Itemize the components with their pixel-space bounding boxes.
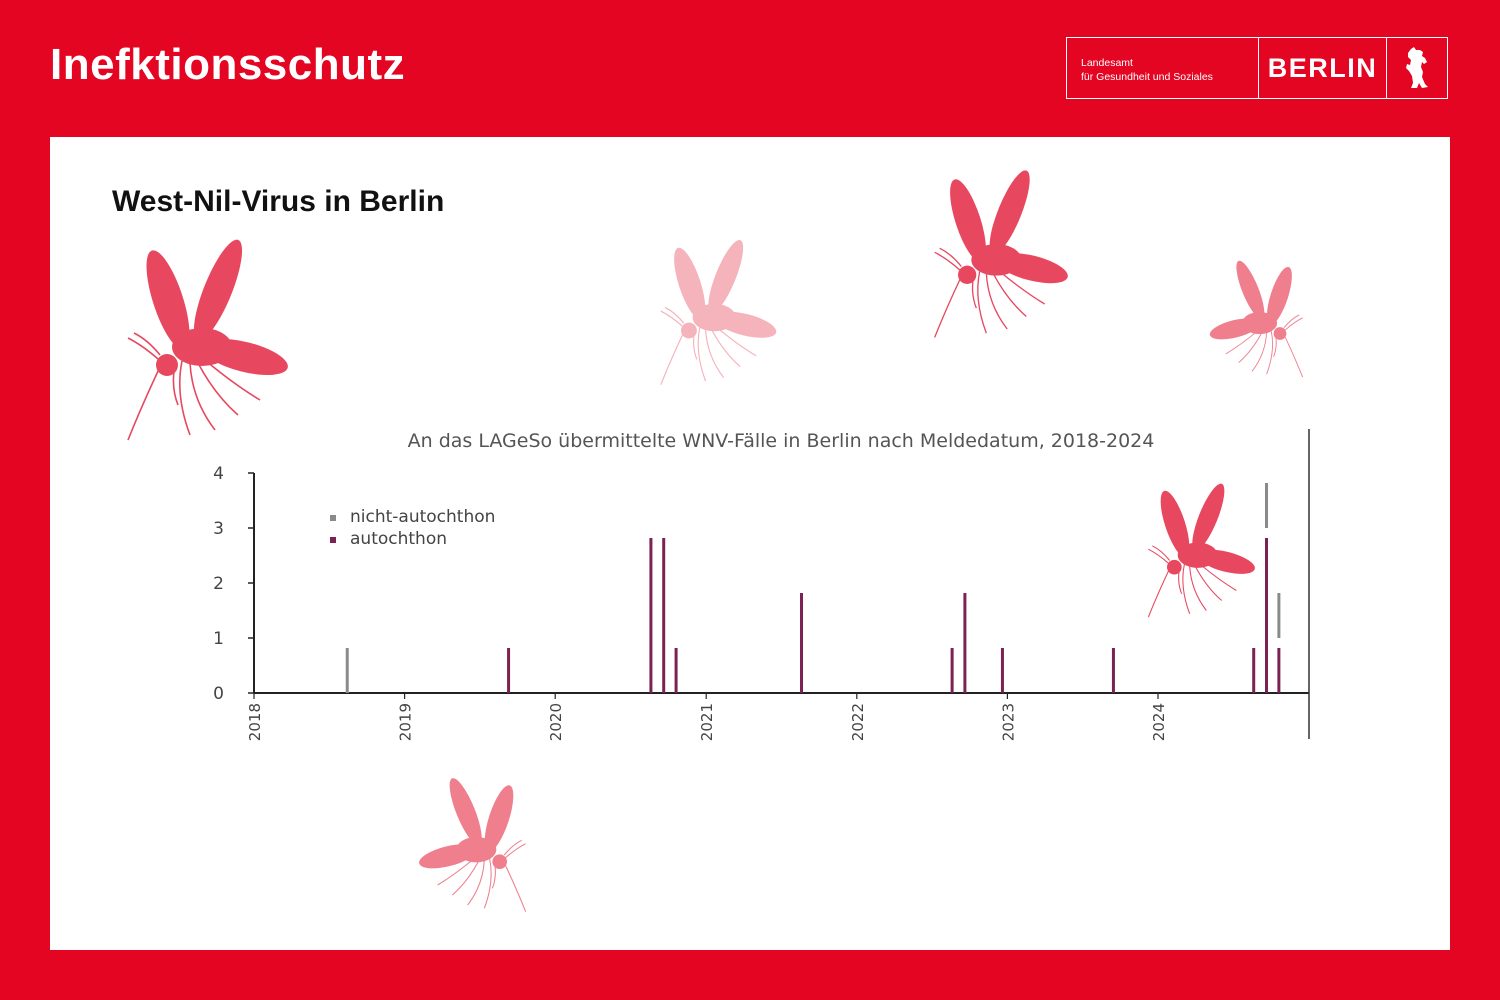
lageso-logo[interactable]: Landesamt für Gesundheit und Soziales BE… (1066, 37, 1448, 99)
bar-nicht-autochthon (1265, 483, 1269, 528)
bar-autochthon (507, 648, 511, 693)
x-tick-label: 2020 (547, 703, 565, 741)
legend-label: nicht-autochthon (350, 507, 495, 527)
page-title: Inefktionsschutz (50, 40, 406, 89)
logo-city-name: BERLIN (1259, 38, 1387, 98)
bar-nicht-autochthon (1277, 593, 1281, 638)
y-tick-label: 3 (213, 519, 224, 539)
mosquito-icon (405, 775, 537, 919)
logo-agency-line2: für Gesundheit und Soziales (1081, 71, 1213, 83)
bar-autochthon (950, 648, 954, 693)
content-card: West-Nil-Virus in Berlin An das LAGeSo ü… (50, 137, 1450, 950)
bar-nicht-autochthon (345, 648, 349, 693)
mosquito-icon (120, 235, 300, 449)
bar-autochthon (1252, 648, 1256, 693)
bar-autochthon (1265, 538, 1269, 693)
bar-autochthon (649, 538, 653, 693)
y-tick-label: 0 (213, 684, 224, 704)
bar-autochthon (674, 648, 678, 693)
berlin-bear-icon (1387, 38, 1447, 98)
bar-autochthon (662, 538, 666, 693)
mosquito-icon (655, 235, 785, 394)
wnv-cases-chart: An das LAGeSo übermittelte WNV-Fälle in … (213, 429, 1310, 741)
legend-swatch (330, 515, 336, 521)
y-tick-label: 1 (213, 629, 224, 649)
logo-agency-line1: Landesamt (1081, 57, 1133, 69)
legend-swatch (330, 537, 336, 543)
x-tick-label: 2021 (698, 703, 716, 741)
x-tick-label: 2023 (999, 703, 1017, 741)
y-tick-label: 2 (213, 574, 224, 594)
x-tick-label: 2018 (246, 703, 264, 741)
card-title: West-Nil-Virus in Berlin (112, 185, 445, 218)
y-tick-label: 4 (213, 464, 224, 484)
bar-autochthon (963, 593, 967, 693)
bar-autochthon (1111, 648, 1115, 693)
mosquito-icon (1200, 258, 1310, 384)
x-tick-label: 2019 (397, 703, 415, 741)
bar-autochthon (1277, 648, 1281, 693)
mosquito-icon (1143, 478, 1263, 627)
chart-title: An das LAGeSo übermittelte WNV-Fälle in … (408, 430, 1155, 452)
bar-autochthon (1000, 648, 1004, 693)
logo-agency-name: Landesamt für Gesundheit und Soziales (1067, 38, 1259, 98)
mosquito-icon (928, 165, 1078, 347)
legend-label: autochthon (350, 529, 447, 549)
x-tick-label: 2022 (849, 703, 867, 741)
bar-autochthon (800, 593, 804, 693)
x-tick-label: 2024 (1150, 703, 1168, 741)
